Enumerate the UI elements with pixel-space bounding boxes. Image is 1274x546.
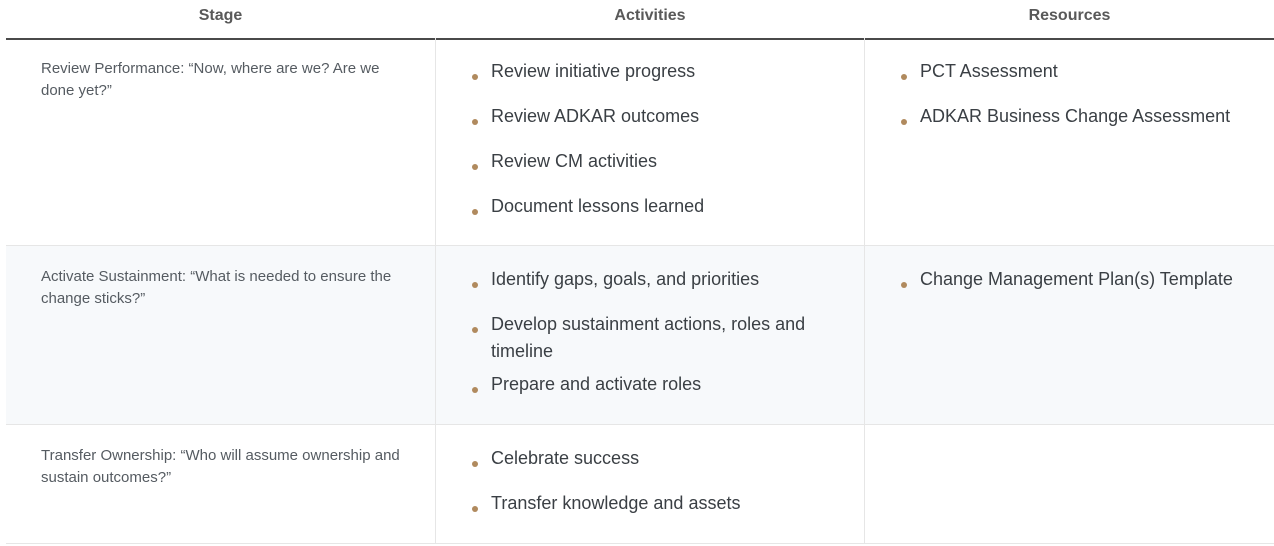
stage-cell: Review Performance: “Now, where are we? …	[41, 60, 380, 99]
list-item-text: Document lessons learned	[491, 196, 705, 216]
list-item-text: Celebrate success	[491, 448, 640, 468]
bullet-dot-icon	[472, 209, 478, 215]
list-item: Document lessons learned	[471, 193, 844, 220]
bullet-dot-icon	[472, 387, 478, 393]
activities-cell: Identify gaps, goals, and priorities Dev…	[435, 246, 865, 424]
list-item-text: Develop sustainment actions, roles and t…	[491, 314, 806, 361]
list-item-text: Transfer knowledge and assets	[491, 493, 741, 513]
bullet-dot-icon	[472, 164, 478, 170]
stage-table: Stage Activities Resources Review Perfor…	[6, 0, 1274, 544]
list-item: Prepare and activate roles	[471, 371, 844, 398]
list-item-text: Prepare and activate roles	[491, 374, 702, 394]
list-item-text: Review initiative progress	[491, 61, 696, 81]
list-item: Transfer knowledge and assets	[471, 490, 844, 517]
bullet-dot-icon	[901, 119, 907, 125]
bullet-dot-icon	[901, 282, 907, 288]
list-item: Identify gaps, goals, and priorities	[471, 266, 844, 293]
list-item-text: Review CM activities	[491, 151, 658, 171]
stage-cell: Activate Sustainment: “What is needed to…	[41, 268, 392, 307]
resources-cell	[865, 425, 1274, 543]
bullet-dot-icon	[472, 327, 478, 333]
table-row: Review Performance: “Now, where are we? …	[6, 38, 1274, 246]
list-item-text: PCT Assessment	[920, 61, 1058, 81]
bullet-dot-icon	[901, 74, 907, 80]
list-item: PCT Assessment	[900, 58, 1264, 85]
header-resources: Resources	[1028, 7, 1111, 24]
list-item-text: Review ADKAR outcomes	[491, 106, 700, 126]
activities-cell: Review initiative progress Review ADKAR …	[435, 38, 865, 245]
table-row: Activate Sustainment: “What is needed to…	[6, 246, 1274, 425]
table-row: Transfer Ownership: “Who will assume own…	[6, 425, 1274, 544]
activities-cell: Celebrate success Transfer knowledge and…	[435, 425, 865, 543]
stage-cell: Transfer Ownership: “Who will assume own…	[41, 447, 400, 486]
bullet-dot-icon	[472, 506, 478, 512]
bullet-dot-icon	[472, 461, 478, 467]
list-item: Change Management Plan(s) Template	[900, 266, 1264, 293]
bullet-dot-icon	[472, 119, 478, 125]
list-item-text: Change Management Plan(s) Template	[920, 269, 1233, 289]
list-item: Develop sustainment actions, roles and t…	[471, 311, 844, 365]
bullet-dot-icon	[472, 74, 478, 80]
table-header: Stage Activities Resources	[6, 0, 1274, 40]
resources-cell: PCT Assessment ADKAR Business Change Ass…	[865, 38, 1274, 245]
resources-cell: Change Management Plan(s) Template	[865, 246, 1274, 424]
list-item: Celebrate success	[471, 445, 844, 472]
list-item: Review CM activities	[471, 148, 844, 175]
header-stage: Stage	[198, 7, 243, 24]
header-activities: Activities	[614, 7, 686, 24]
bullet-dot-icon	[472, 282, 478, 288]
list-item-text: Identify gaps, goals, and priorities	[491, 269, 760, 289]
list-item: Review ADKAR outcomes	[471, 103, 844, 130]
list-item: Review initiative progress	[471, 58, 844, 85]
list-item: ADKAR Business Change Assessment	[900, 103, 1264, 130]
list-item-text: ADKAR Business Change Assessment	[920, 106, 1231, 126]
